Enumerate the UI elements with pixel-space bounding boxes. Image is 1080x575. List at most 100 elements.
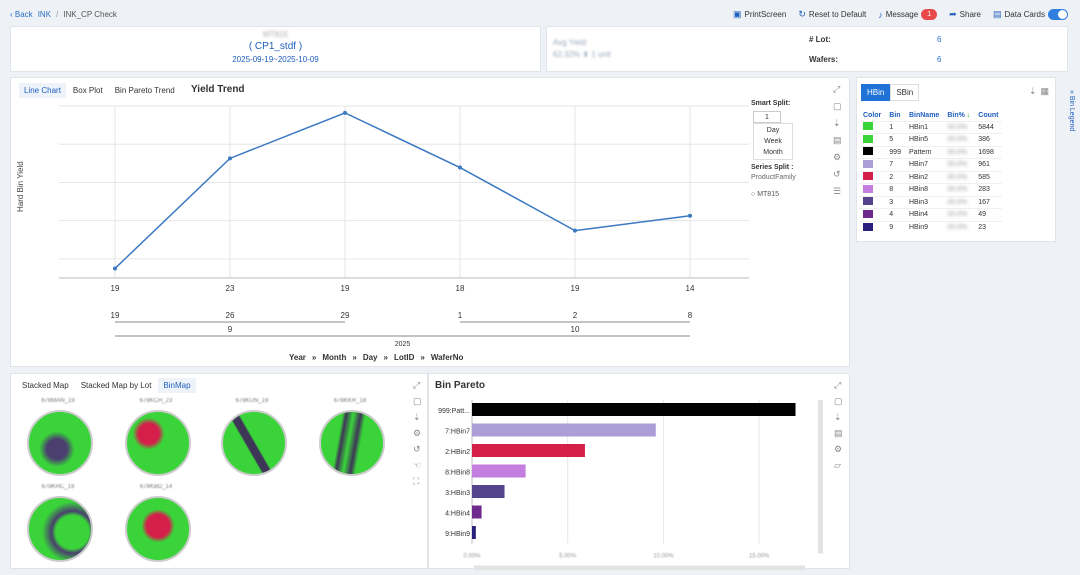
tab-line-chart[interactable]: Line Chart	[19, 83, 66, 98]
bin-count: 23	[974, 220, 1003, 234]
bin-row[interactable]: 999 Pattern 00.0% 1698	[859, 145, 1003, 159]
tab-sbin[interactable]: SBin	[890, 84, 920, 101]
bin-table: Color Bin BinName Bin% ↓ Count 1 HBin1 00.…	[859, 110, 1003, 234]
download-icon[interactable]: ⇣	[833, 118, 841, 128]
expand-icon[interactable]: ⤢	[413, 380, 421, 390]
refresh-icon[interactable]: ↺	[413, 444, 421, 454]
tab-binmap[interactable]: BinMap	[158, 378, 196, 393]
breadcrumb-parent[interactable]: INK	[37, 10, 52, 19]
top-bar: ‹ Back INK / INK_CP Check ▣ PrintScreen ↻…	[0, 0, 1080, 28]
tab-bin-pareto-trend[interactable]: Bin Pareto Trend	[114, 86, 175, 95]
series-split-value[interactable]: ProductFamily	[751, 174, 796, 181]
y-axis-label: Hard Bin Yield	[16, 161, 25, 212]
fullscreen-icon[interactable]: ⛶	[413, 476, 420, 486]
bin-color-swatch	[859, 183, 886, 196]
toggle-switch[interactable]	[1048, 9, 1068, 20]
back-link[interactable]: ‹ Back	[10, 10, 33, 19]
split-day[interactable]: Day	[766, 127, 780, 134]
bin-row[interactable]: 5 HBin5 00.0% 386	[859, 133, 1003, 146]
hand-icon[interactable]: ☜	[413, 460, 422, 470]
wafer-map[interactable]	[319, 410, 385, 476]
tab-hbin[interactable]: HBin	[861, 84, 891, 101]
pareto-bar	[472, 526, 476, 539]
wafer-map[interactable]	[125, 410, 191, 476]
drill-day[interactable]: Day	[362, 353, 378, 362]
bin-row[interactable]: 1 HBin1 00.0% 5844	[859, 120, 1003, 134]
share-button[interactable]: ➦ Share	[949, 9, 982, 19]
col-color: Color	[863, 111, 882, 119]
bin-percent: 00.0%	[943, 195, 975, 209]
color-swatch	[863, 209, 873, 218]
smart-split-input[interactable]: 1	[753, 111, 781, 123]
tab-stacked-map[interactable]: Stacked Map	[22, 381, 69, 390]
split-month[interactable]: Month	[763, 149, 783, 156]
settings-icon[interactable]: ⚙	[834, 444, 843, 454]
bin-pareto-chart: 0.00% 5.00% 10.00% 15.00% 999:Patt... 7:HBin7…	[438, 400, 823, 570]
bin-name: HBin5	[904, 133, 944, 146]
data-point	[573, 228, 577, 233]
series-split-label: Series Split :	[751, 164, 794, 171]
bin-color-swatch	[859, 133, 886, 146]
table-icon[interactable]: ▤	[833, 135, 842, 145]
copy-icon[interactable]: ▢	[413, 396, 422, 406]
table-icon[interactable]: ▤	[834, 428, 843, 438]
color-swatch	[863, 134, 873, 143]
expand-icon[interactable]: ⤢	[833, 84, 841, 94]
col-binpct[interactable]: Bin% ↓	[947, 111, 971, 119]
list-icon[interactable]: ☰	[833, 186, 842, 196]
lot-label: # Lot:	[809, 35, 831, 44]
wafer-map[interactable]	[125, 496, 191, 562]
copy-icon[interactable]: ▢	[833, 101, 842, 111]
grid-icon[interactable]: ▦	[1040, 86, 1049, 96]
refresh-icon[interactable]: ↺	[833, 169, 841, 179]
bin-row[interactable]: 9 HBin9 00.0% 23	[859, 220, 1003, 234]
bin-color-swatch	[859, 220, 886, 234]
drill-waferno[interactable]: WaferNo	[430, 353, 464, 362]
pareto-bar	[472, 505, 482, 519]
wafer-map[interactable]	[27, 496, 93, 562]
data-cards-toggle[interactable]: ▤ Data Cards	[993, 9, 1068, 20]
drill-month[interactable]: Month	[322, 353, 347, 362]
wafer-map[interactable]	[27, 410, 93, 476]
share-icon: ➦	[949, 9, 957, 19]
drill-year[interactable]: Year	[289, 353, 306, 362]
settings-icon[interactable]: ⚙	[833, 152, 842, 162]
smart-split-panel: Smart Split: 1 Day Week Month Series Spl…	[751, 100, 841, 198]
split-options: Day Week Month	[753, 123, 793, 160]
series-legend-item[interactable]: ○ MT815	[751, 191, 779, 198]
download-icon[interactable]: ⇣	[1028, 86, 1037, 96]
sort-icon[interactable]: ↓	[966, 111, 971, 119]
settings-icon[interactable]: ⚙	[413, 428, 422, 438]
printscreen-button[interactable]: ▣ PrintScreen	[733, 9, 787, 19]
bin-row[interactable]: 4 HBin4 00.0% 49	[859, 208, 1003, 221]
wafer-map[interactable]	[221, 410, 287, 476]
drill-lotid[interactable]: LotID	[393, 353, 415, 362]
split-week[interactable]: Week	[764, 138, 782, 145]
download-icon[interactable]: ⇣	[413, 412, 421, 422]
x-tick-label: 26	[226, 311, 235, 320]
bin-row[interactable]: 7 HBin7 00.0% 961	[859, 158, 1003, 171]
download-icon[interactable]: ⇣	[834, 412, 842, 422]
message-button[interactable]: ♪ Message 1	[878, 9, 938, 20]
bin-row[interactable]: 2 HBin2 00.0% 585	[859, 170, 1003, 184]
x-tick-label: 10	[571, 325, 580, 334]
camera-icon: ▣	[733, 9, 742, 19]
bin-name: Pattern	[904, 145, 944, 159]
reset-button[interactable]: ↻ Reset to Default	[798, 9, 867, 19]
circle-icon: ○	[751, 191, 756, 198]
image-icon[interactable]: ▱	[834, 460, 841, 470]
expand-icon[interactable]: ⤢	[834, 380, 842, 390]
x-tick-label: 10.00%	[653, 554, 674, 560]
bell-icon: ♪	[878, 9, 883, 20]
bin-count: 49	[974, 208, 1003, 221]
bin-legend-side-tab[interactable]: » Bin Legend	[1068, 90, 1075, 132]
bin-row[interactable]: 8 HBin8 00.0% 283	[859, 183, 1003, 196]
tab-box-plot[interactable]: Box Plot	[72, 86, 103, 95]
copy-icon[interactable]: ▢	[834, 396, 843, 406]
x-tick-label: 15.00%	[749, 554, 770, 560]
bin-number: 999	[885, 145, 905, 159]
tab-stacked-map-by-lot[interactable]: Stacked Map by Lot	[80, 381, 152, 390]
data-point	[228, 156, 232, 161]
bin-row[interactable]: 3 HBin3 00.0% 167	[859, 195, 1003, 209]
wafers-label: Wafers:	[809, 55, 839, 64]
